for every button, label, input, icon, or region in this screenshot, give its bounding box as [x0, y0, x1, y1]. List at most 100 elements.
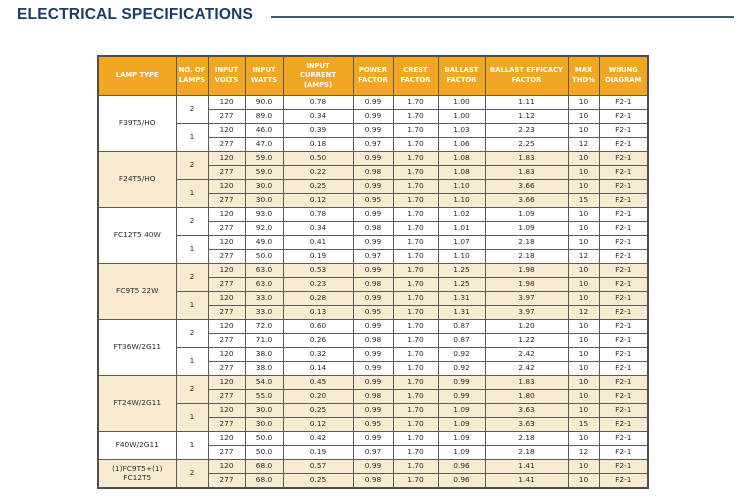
- table-cell: 55.0: [244, 389, 284, 404]
- table-cell: 120: [207, 459, 246, 474]
- table-row: 277 59.0 0.22 0.98 1.70 1.08 1.83 10 F2-1: [98, 165, 649, 180]
- table-cell: 2.23: [484, 123, 569, 138]
- table-cell: 0.96: [437, 459, 486, 474]
- table-cell: 0.98: [352, 473, 394, 489]
- table-cell: 1.70: [392, 305, 439, 320]
- lamp-type-cell: (1)FC9T5+(1) FC12T5: [97, 459, 177, 489]
- table-row: FC12T5 40W 2 120 93.0 0.78 0.99 1.70 1.02 1.09 10…: [97, 207, 649, 264]
- table-cell: 0.98: [352, 333, 394, 348]
- table-cell: 0.13: [282, 305, 354, 320]
- table-cell: 1.70: [392, 179, 439, 194]
- table-cell: F2-1: [598, 347, 649, 362]
- column-header: POWER FACTOR: [352, 55, 394, 96]
- table-row: F39T5/HO 2 120 90.0 0.78 0.99 1.70 1.00 1.11 10 F2…: [97, 95, 649, 152]
- table-row: 1 120 30.0 0.25 0.99 1.70 1.10 3.66 10 F2-1: [98, 179, 649, 208]
- table-cell: F2-1: [598, 151, 649, 166]
- table-cell: 10: [567, 291, 600, 306]
- table-cell: 0.99: [352, 459, 394, 474]
- table-cell: 1.70: [392, 263, 439, 278]
- table-cell: 1.10: [437, 179, 486, 194]
- table-cell: 120: [207, 207, 246, 222]
- lamp-type-cell: F39T5/HO: [97, 95, 177, 152]
- table-cell: 0.98: [352, 389, 394, 404]
- table-cell: 1.12: [484, 109, 569, 124]
- table-cell: 10: [567, 319, 600, 334]
- lamp-type-cell: FT36W/2G11: [97, 319, 177, 376]
- table-cell: 0.26: [282, 333, 354, 348]
- table-cell: 3.97: [484, 291, 569, 306]
- table-cell: 59.0: [244, 165, 284, 180]
- table-cell: 0.23: [282, 277, 354, 292]
- table-cell: 120: [207, 179, 246, 194]
- table-cell: 0.41: [282, 235, 354, 250]
- table-cell: 1.09: [437, 417, 486, 432]
- table-cell: 0.28: [282, 291, 354, 306]
- table-row: FC9T5 22W 2 120 63.0 0.53 0.99 1.70 1.25 1.98 10 F…: [97, 263, 649, 320]
- table-cell: 0.99: [352, 319, 394, 334]
- table-cell: 0.95: [352, 305, 394, 320]
- table-cell: 277: [207, 333, 246, 348]
- column-header: BALLAST EFFICACY FACTOR: [484, 55, 569, 96]
- table-cell: 0.99: [352, 179, 394, 194]
- table-cell: 0.57: [282, 459, 354, 474]
- table-cell: F2-1: [598, 305, 649, 320]
- table-cell: 0.99: [352, 361, 394, 376]
- table-cell: 0.99: [437, 389, 486, 404]
- table-cell: 1.31: [437, 291, 486, 306]
- column-header: WIRING DIAGRAM: [598, 55, 649, 96]
- lamp-count-cell: 1: [175, 347, 209, 376]
- table-cell: 277: [207, 249, 246, 264]
- table-cell: 1.70: [392, 207, 439, 222]
- table-cell: 0.39: [282, 123, 354, 138]
- table-row: FT24W/2G11 2 120 54.0 0.45 0.99 1.70 0.99 1.83 10…: [97, 375, 649, 432]
- table-cell: 277: [207, 361, 246, 376]
- lamp-count-cell: 2: [175, 319, 209, 348]
- table-cell: 277: [207, 473, 246, 489]
- table-cell: 0.25: [282, 473, 354, 489]
- table-cell: 277: [207, 193, 246, 208]
- table-cell: 30.0: [244, 193, 284, 208]
- table-cell: 71.0: [244, 333, 284, 348]
- table-cell: 92.0: [244, 221, 284, 236]
- table-cell: 0.53: [282, 263, 354, 278]
- table-cell: 120: [207, 123, 246, 138]
- table-cell: 90.0: [244, 95, 284, 110]
- table-cell: 1.70: [392, 277, 439, 292]
- table-cell: F2-1: [598, 459, 649, 474]
- table-cell: 1.70: [392, 193, 439, 208]
- table-cell: 277: [207, 445, 246, 460]
- table-cell: 1.70: [392, 445, 439, 460]
- table-row: 277 71.0 0.26 0.98 1.70 0.87 1.22 10 F2-1: [98, 333, 649, 348]
- lamp-count-cell: 2: [175, 459, 209, 489]
- table-cell: F2-1: [598, 361, 649, 376]
- table-cell: 30.0: [244, 403, 284, 418]
- column-header: MAX THD%: [567, 55, 600, 96]
- table-cell: F2-1: [598, 431, 649, 446]
- table-cell: 0.34: [282, 109, 354, 124]
- table-cell: 1.25: [437, 277, 486, 292]
- table-cell: 1.70: [392, 249, 439, 264]
- table-cell: 10: [567, 263, 600, 278]
- table-cell: 33.0: [244, 291, 284, 306]
- table-cell: 277: [207, 305, 246, 320]
- table-cell: 0.19: [282, 249, 354, 264]
- table-cell: 10: [567, 151, 600, 166]
- table-cell: 10: [567, 277, 600, 292]
- table-cell: 120: [207, 235, 246, 250]
- lamp-type-cell: FC9T5 22W: [97, 263, 177, 320]
- column-header: INPUT VOLTS: [207, 55, 246, 96]
- table-cell: 277: [207, 165, 246, 180]
- table-cell: 1.83: [484, 375, 569, 390]
- table-cell: F2-1: [598, 389, 649, 404]
- table-cell: 120: [207, 319, 246, 334]
- table-body: F39T5/HO 2 120 90.0 0.78 0.99 1.70 1.00 1.11 10 F2…: [97, 95, 649, 489]
- table-cell: 10: [567, 179, 600, 194]
- table-cell: 120: [207, 263, 246, 278]
- table-cell: 1.70: [392, 137, 439, 152]
- table-cell: F2-1: [598, 249, 649, 264]
- table-cell: 1.07: [437, 235, 486, 250]
- table-cell: F2-1: [598, 263, 649, 278]
- table-cell: F2-1: [598, 207, 649, 222]
- table-cell: 10: [567, 109, 600, 124]
- table-row: FT36W/2G11 2 120 72.0 0.60 0.99 1.70 0.87 1.20 10…: [97, 319, 649, 376]
